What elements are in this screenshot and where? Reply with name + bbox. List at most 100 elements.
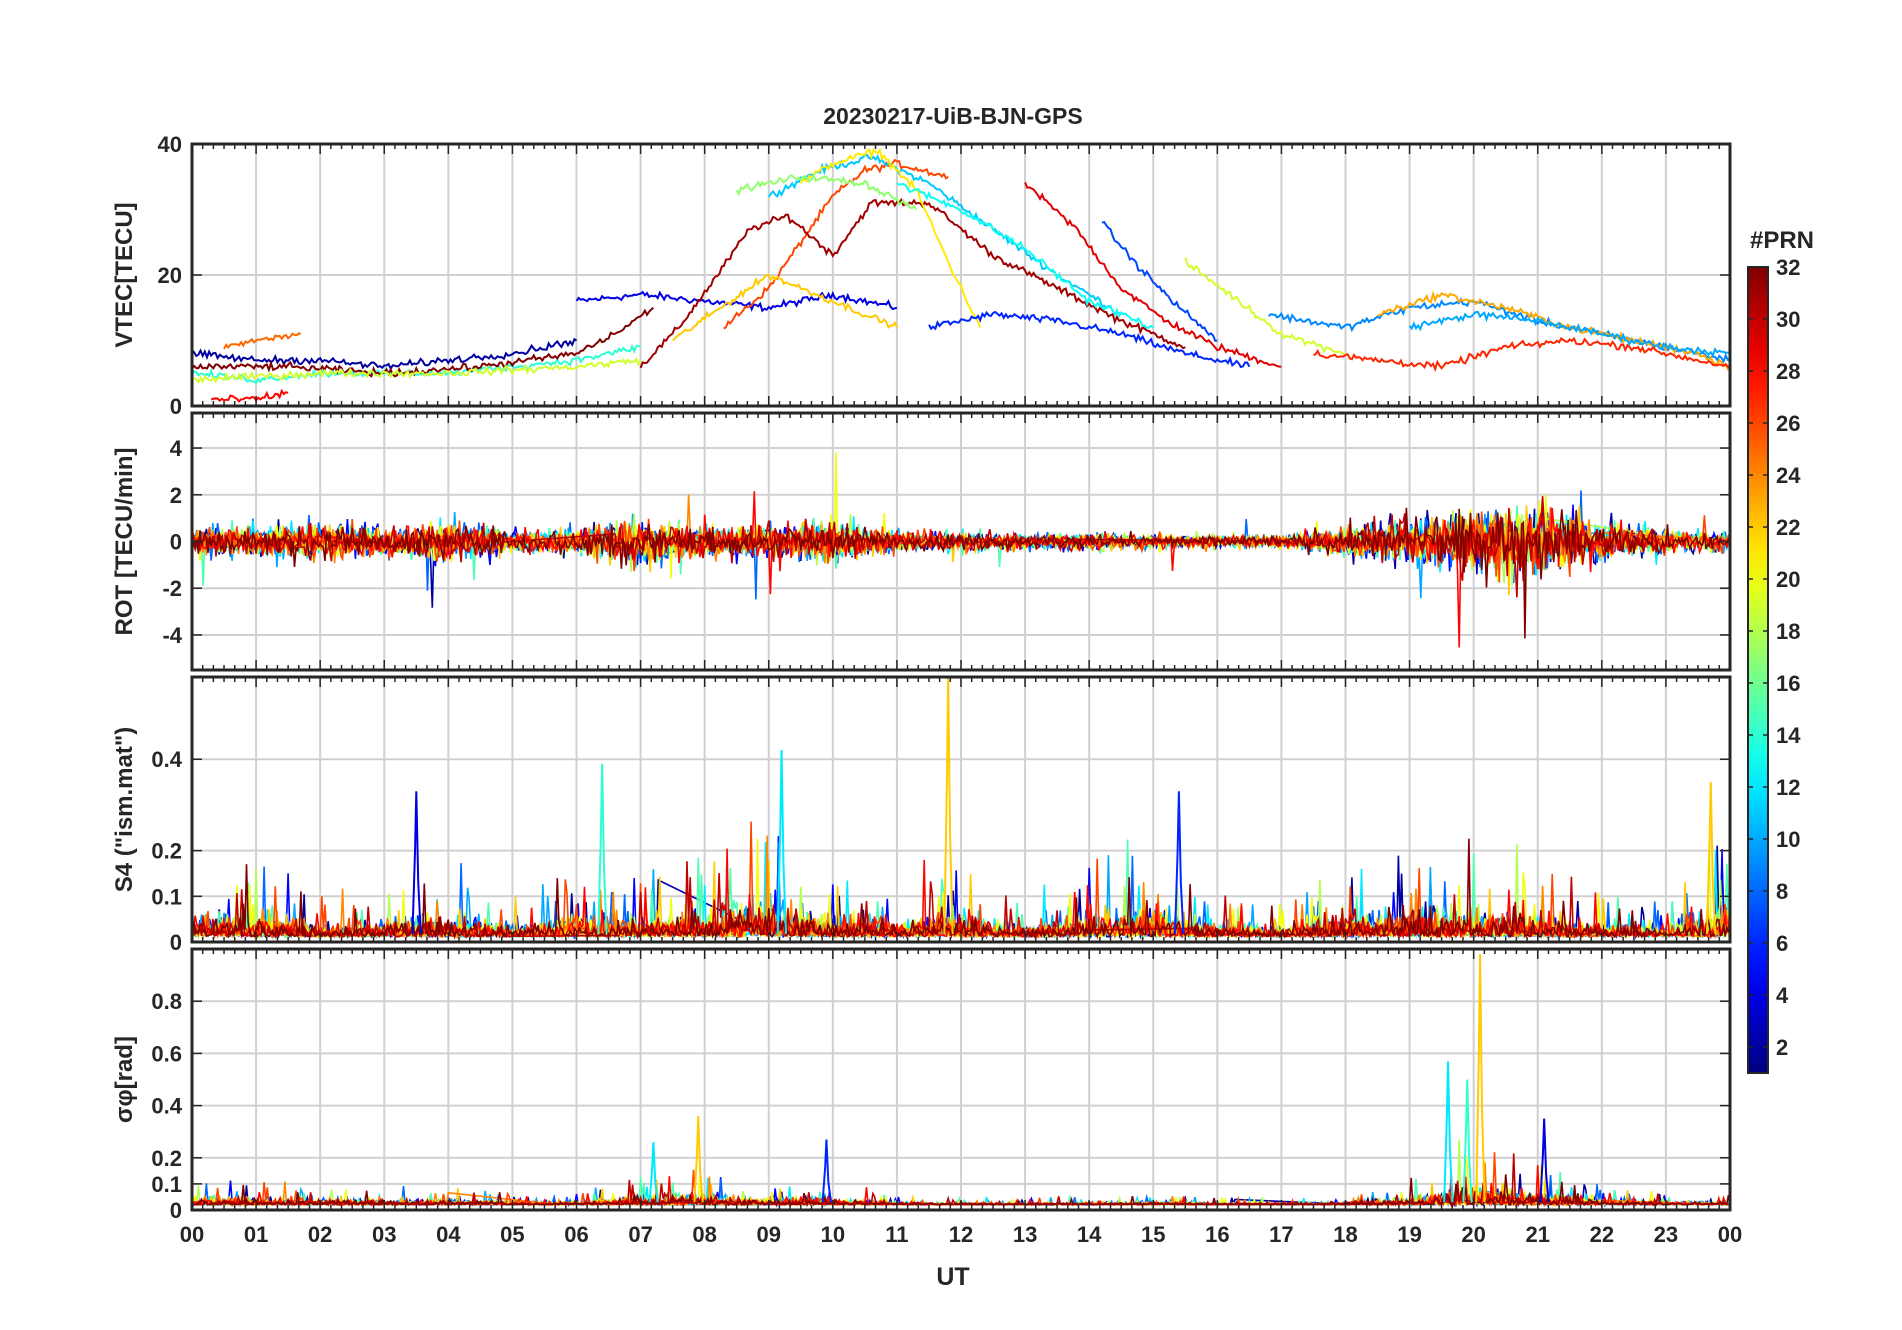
vtec-series-prn-31 — [639, 197, 1186, 369]
vtec-series-prn-7 — [1101, 220, 1218, 342]
rot-frame — [190, 411, 1732, 672]
x-tick-label: 05 — [500, 1222, 524, 1247]
panel-vtec: 0 20 40 VTEC[TECU] — [111, 132, 1732, 419]
colorbar-tick-label: 20 — [1776, 567, 1800, 592]
x-tick-label: 12 — [949, 1222, 973, 1247]
sigma-peak — [1462, 1079, 1473, 1203]
vtec-series-prn-17 — [735, 171, 917, 211]
colorbar-tick-label: 16 — [1776, 671, 1800, 696]
x-tick-label: 22 — [1590, 1222, 1614, 1247]
chart-title: 20230217-UiB-BJN-GPS — [823, 103, 1083, 129]
vtec-frame — [190, 142, 1732, 408]
x-tick-label: 03 — [372, 1222, 396, 1247]
s4-series-prn-30 — [192, 861, 1660, 940]
colorbar-tick-label: 30 — [1776, 307, 1800, 332]
x-tick-label: 08 — [692, 1222, 716, 1247]
colorbar-tick-label: 10 — [1776, 827, 1800, 852]
s4-ytick-label: 0.2 — [151, 839, 182, 864]
vtec-series-prn-4 — [575, 290, 898, 313]
s4-peak — [1174, 791, 1185, 935]
vtec-series-prn-21 — [799, 147, 982, 328]
rot-ytick-label: -4 — [162, 623, 182, 648]
s4-peak — [776, 750, 788, 935]
s4-ytick-label: 0.4 — [151, 747, 182, 772]
x-tick-label: 09 — [757, 1222, 781, 1247]
colorbar-tick-label: 8 — [1776, 879, 1788, 904]
sigma-frame — [190, 947, 1732, 1212]
x-tick-label: 06 — [564, 1222, 588, 1247]
rot-ytick-label: 2 — [170, 483, 182, 508]
rot-series-prn-32 — [192, 507, 1730, 639]
colorbar-tick-label: 12 — [1776, 775, 1800, 800]
vtec-series-prn-32 — [192, 307, 655, 378]
sigma-ylabel: σφ[rad] — [111, 1036, 138, 1123]
colorbar-bar — [1747, 266, 1769, 1074]
rot-ytick-label: 4 — [170, 436, 183, 461]
colorbar-label: #PRN — [1750, 227, 1814, 254]
vtec-series-prn-19 — [192, 357, 642, 385]
sigma-ytick-label: 0 — [170, 1198, 182, 1223]
sigma-peak — [648, 1142, 659, 1203]
vtec-series-prn-19 — [1184, 257, 1346, 356]
vtec-series-prn-29 — [1024, 182, 1282, 368]
rot-ytick-label: 0 — [170, 530, 182, 555]
x-tick-label: 15 — [1141, 1222, 1165, 1247]
x-tick-label: 13 — [1013, 1222, 1037, 1247]
x-axis: 00 01 02 03 04 05 06 07 08 09 10 11 12 13 14 15 16 17 18 19… — [180, 1222, 1742, 1247]
rot-series-group — [192, 452, 1730, 648]
s4-series-group — [192, 677, 1730, 940]
colorbar-tick-label: 2 — [1776, 1035, 1788, 1060]
x-tick-label: 00 — [180, 1222, 204, 1247]
vtec-grid — [192, 144, 1730, 406]
x-axis-label: UT — [936, 1263, 969, 1291]
x-tick-label: 16 — [1205, 1222, 1229, 1247]
vtec-ytick-label: 0 — [170, 394, 182, 419]
s4-ytick-label: 0 — [170, 930, 182, 955]
sigma-grid — [192, 949, 1730, 1210]
colorbar-tick-label: 14 — [1776, 723, 1801, 748]
vtec-series-prn-27 — [1313, 336, 1730, 373]
vtec-series-group — [192, 147, 1730, 403]
vtec-series-prn-11 — [767, 153, 1122, 316]
sigma-ytick-label: 0.6 — [151, 1041, 182, 1066]
vtec-series-prn-13 — [896, 182, 1154, 330]
x-tick-label: 14 — [1077, 1222, 1102, 1247]
x-tick-label: 18 — [1333, 1222, 1357, 1247]
s4-peak — [943, 677, 954, 935]
vtec-series-prn-22 — [671, 273, 898, 342]
vtec-series-prn-26 — [723, 158, 949, 330]
sigma-ytick-label: 0.1 — [151, 1172, 182, 1197]
panel-s4: 0 0.1 0.2 0.4 S4 ("ism.mat") — [111, 675, 1732, 955]
sigma-ytick-label: 0.2 — [151, 1146, 182, 1171]
s4-ylabel: S4 ("ism.mat") — [111, 727, 138, 892]
sigma-peak — [1475, 954, 1486, 1203]
s4-frame — [190, 675, 1732, 944]
sigma-peak — [821, 1139, 832, 1203]
vtec-series-prn-28 — [210, 388, 289, 403]
x-tick-label: 10 — [821, 1222, 845, 1247]
panel-sigma: 00.10.2 0.4 0.6 0.8 σφ[rad] — [111, 947, 1732, 1223]
vtec-series-prn-2 — [192, 337, 578, 371]
colorbar-tick-label: 22 — [1776, 515, 1800, 540]
vtec-ytick-label: 40 — [158, 132, 182, 157]
x-tick-label: 21 — [1526, 1222, 1550, 1247]
vtec-ylabel: VTEC[TECU] — [111, 202, 138, 347]
panel-rot: -4 -2 0 2 4 ROT [TECU/min] — [111, 411, 1732, 672]
sigma-ytick-label: 0.4 — [151, 1094, 182, 1119]
sigma-ytick-label: 0.8 — [151, 989, 182, 1014]
colorbar-tick-label: 28 — [1776, 359, 1800, 384]
colorbar-tick-label: 4 — [1776, 983, 1789, 1008]
s4-ytick-label: 0.1 — [151, 884, 182, 909]
x-tick-label: 11 — [885, 1222, 908, 1247]
colorbar-tick-label: 32 — [1776, 255, 1800, 280]
s4-peak — [411, 791, 422, 935]
x-tick-label: 07 — [628, 1222, 652, 1247]
vtec-series-prn-10 — [1408, 310, 1730, 358]
vtec-series-prn-25 — [223, 332, 302, 350]
x-tick-label: 04 — [436, 1222, 461, 1247]
colorbar-tick-label: 18 — [1776, 619, 1800, 644]
rot-ylabel: ROT [TECU/min] — [111, 448, 138, 636]
x-tick-label: 00 — [1718, 1222, 1742, 1247]
